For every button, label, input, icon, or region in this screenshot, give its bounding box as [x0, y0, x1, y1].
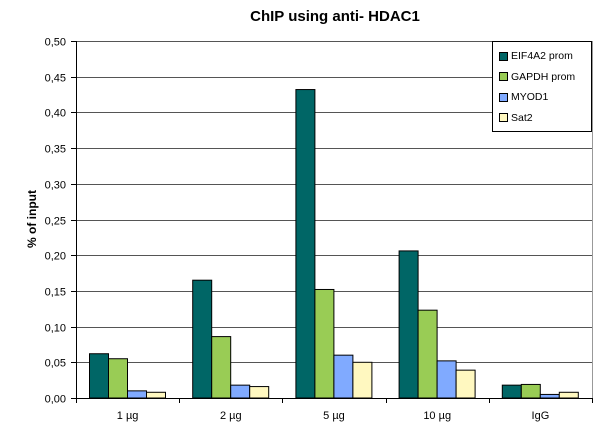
y-tick-label: 0,35: [45, 144, 66, 156]
legend-swatch-icon: [499, 51, 508, 61]
chart-title: ChIP using anti- HDAC1: [250, 8, 420, 25]
bar-gapdh-prom: [417, 309, 438, 399]
x-tick-label: 2 µg: [220, 410, 242, 422]
y-tick-label: 0,20: [45, 251, 66, 263]
legend-swatch-icon: [499, 92, 508, 102]
x-tick-label: 5 µg: [323, 410, 345, 422]
legend-item: MYOD1: [499, 87, 587, 108]
y-tick-label: 0,15: [45, 287, 66, 299]
bar-myod1: [127, 390, 147, 399]
bar-myod1: [436, 360, 457, 399]
legend-item: EIF4A2 prom: [499, 46, 587, 67]
legend-swatch-icon: [499, 113, 508, 123]
bar-gapdh-prom: [314, 288, 335, 399]
y-tick-label: 0,10: [45, 323, 66, 335]
bar-gapdh-prom: [520, 383, 541, 399]
legend-label: Sat2: [511, 111, 533, 124]
legend-item: GAPDH prom: [499, 67, 587, 88]
y-tick-label: 0,30: [45, 180, 66, 192]
bar-sat2: [558, 391, 579, 399]
bar-eif4a2-prom: [295, 89, 316, 399]
legend-label: GAPDH prom: [511, 70, 576, 83]
legend-label: MYOD1: [511, 91, 549, 104]
y-tick-label: 0,00: [45, 394, 66, 406]
bar-gapdh-prom: [108, 358, 128, 399]
bar-eif4a2-prom: [501, 384, 522, 399]
x-tick-label: IgG: [532, 410, 550, 422]
bar-myod1: [539, 393, 560, 399]
y-tick-label: 0,40: [45, 108, 66, 120]
y-tick-label: 0,25: [45, 216, 66, 228]
bar-eif4a2-prom: [89, 353, 109, 399]
x-tick-label: 1 µg: [117, 410, 139, 422]
legend-swatch-icon: [499, 72, 508, 82]
bar-eif4a2-prom: [398, 250, 419, 399]
bar-sat2: [146, 391, 166, 399]
y-tick-label: 0,05: [45, 358, 66, 370]
bar-gapdh-prom: [211, 336, 232, 399]
y-tick-label: 0,45: [45, 73, 66, 85]
legend-item: Sat2: [499, 108, 587, 129]
legend-label: EIF4A2 prom: [511, 50, 573, 63]
bar-myod1: [333, 354, 354, 399]
bar-eif4a2-prom: [192, 279, 213, 399]
y-tick-label: 0,50: [45, 37, 66, 49]
legend: EIF4A2 prom GAPDH prom MYOD1 Sat2: [492, 41, 592, 132]
bar-sat2: [249, 386, 270, 399]
bar-sat2: [455, 369, 476, 399]
bar-myod1: [230, 384, 251, 399]
x-tick-label: 10 µg: [423, 410, 451, 422]
bar-sat2: [352, 361, 373, 399]
